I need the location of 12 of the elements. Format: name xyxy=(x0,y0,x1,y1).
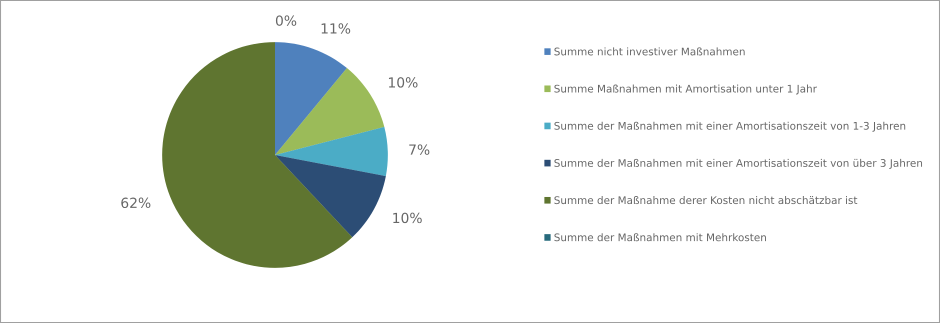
data-label: 7% xyxy=(409,144,430,155)
data-label: 10% xyxy=(388,77,418,88)
data-label: 10% xyxy=(393,212,422,224)
legend-label: Summe der Maßnahme derer Kosten nicht abschätzbar ist xyxy=(554,196,858,204)
data-label: 11% xyxy=(322,23,350,34)
legend-label: Summe der Maßnahmen mit Mehrkosten xyxy=(554,233,766,242)
data-label: 62% xyxy=(121,198,150,208)
legend-label: Summe nicht investiver Maßnahmen xyxy=(554,47,745,56)
text: 0% xyxy=(276,15,296,26)
legend-label: Summe der Maßnahmen mit einer Amortisationszeit von 1-3 Jahren xyxy=(554,122,906,132)
legend-label: Summe Maßnahmen mit Amortisation unter 1 Jahr xyxy=(554,84,817,95)
legend-label: Summe der Maßnahmen mit einer Amortisationszeit von über 3 Jahren xyxy=(554,158,922,169)
